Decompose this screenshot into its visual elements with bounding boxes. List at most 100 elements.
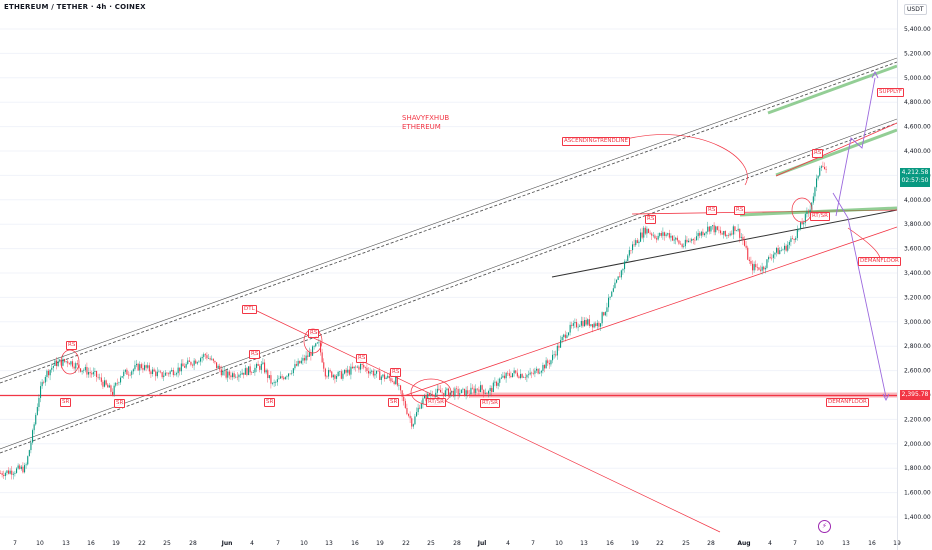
candle-body xyxy=(816,178,818,188)
dtl-label[interactable]: DTL xyxy=(242,305,257,314)
time-tick-label: 13 xyxy=(62,540,70,547)
sr-label-3[interactable]: SR xyxy=(264,398,276,407)
candle-body xyxy=(182,363,184,367)
candle-body xyxy=(657,235,659,240)
candle-body xyxy=(169,371,171,375)
candle-body xyxy=(200,358,202,362)
candle-body xyxy=(494,381,496,383)
rt-sr-label-1[interactable]: RT/SR xyxy=(426,398,446,407)
candle-body xyxy=(340,371,342,379)
candle-body xyxy=(345,369,347,373)
rs-label-7[interactable]: RS xyxy=(706,206,718,215)
demand-floor-upper-label[interactable]: DEMANFLOOR xyxy=(858,257,901,266)
rt-sr-label-2[interactable]: RT/SR xyxy=(480,399,500,408)
candle-body xyxy=(656,238,658,240)
sr-label-1[interactable]: SR xyxy=(60,398,72,407)
demand-zone xyxy=(470,392,897,398)
candle-body xyxy=(171,370,173,372)
candle-body xyxy=(625,260,627,262)
candle-body xyxy=(307,355,309,357)
candle-body xyxy=(323,362,325,369)
candle-body xyxy=(358,366,360,370)
tradingview-logo-icon[interactable]: ⚡ xyxy=(818,520,831,533)
candle-body xyxy=(6,470,8,473)
candle-body xyxy=(241,372,243,375)
sr-label-2[interactable]: SR xyxy=(114,399,126,408)
candle-body xyxy=(616,279,618,283)
candle-body xyxy=(473,388,475,393)
time-tick-label: 25 xyxy=(163,540,171,547)
price-tick-label: 1,600.00 xyxy=(904,490,931,497)
candle-body xyxy=(502,375,504,378)
candle-body xyxy=(212,358,214,361)
candle-body xyxy=(643,227,645,238)
candle-body xyxy=(259,365,261,370)
candle-body xyxy=(75,363,77,369)
supply-label[interactable]: SUPPLYF xyxy=(877,88,905,97)
candle-body xyxy=(568,332,570,336)
candle-body xyxy=(369,371,371,374)
candle-body xyxy=(412,424,414,427)
candle-body xyxy=(65,361,67,362)
candle-body xyxy=(92,371,94,375)
time-tick-label: 25 xyxy=(682,540,690,547)
candle-body xyxy=(217,365,219,368)
rs-label-4[interactable]: RS xyxy=(356,354,368,363)
time-tick-label: Jun xyxy=(221,540,233,547)
candle-body xyxy=(268,375,270,379)
candle-body xyxy=(396,376,398,386)
candle-body xyxy=(483,389,485,394)
candle-body xyxy=(72,361,74,367)
candle-body xyxy=(387,375,389,378)
rs-label-3[interactable]: RS xyxy=(308,329,320,338)
candle-body xyxy=(152,369,154,375)
candle-body xyxy=(432,394,434,396)
candle-body xyxy=(156,371,158,377)
sr-label-4[interactable]: SR xyxy=(388,398,400,407)
time-tick-label: 4 xyxy=(506,540,510,547)
rs-label-6[interactable]: RS xyxy=(645,215,657,224)
candle-body xyxy=(720,230,722,234)
rt-sr-label-3[interactable]: RT/SR xyxy=(810,212,830,221)
author-watermark: SHAVYFXHUB ETHEREUM xyxy=(402,114,449,132)
demand-floor-lower-label[interactable]: DEMANFLOOR xyxy=(826,398,869,407)
candle-body xyxy=(539,372,541,374)
price-tick-label: 4,400.00 xyxy=(904,148,931,155)
price-tick-label: 5,000.00 xyxy=(904,75,931,82)
candle-body xyxy=(150,371,152,375)
candle-body xyxy=(9,470,11,474)
rs-label-2[interactable]: RS xyxy=(249,350,261,359)
candle-body xyxy=(452,390,454,397)
rs-label-8[interactable]: RS xyxy=(734,206,746,215)
rs-label-1[interactable]: RS xyxy=(66,341,78,350)
ascending-trendline-label[interactable]: ASCENDINGTRENDLINE xyxy=(562,137,631,146)
candle-body xyxy=(742,236,744,241)
candle-body xyxy=(636,240,638,244)
rs-label-5[interactable]: RS xyxy=(390,368,402,377)
candle-body xyxy=(305,355,307,361)
candle-body xyxy=(363,364,365,368)
candle-body xyxy=(513,370,515,374)
candle-body xyxy=(787,244,789,251)
rising-wedge-line xyxy=(551,209,898,278)
candle-body xyxy=(788,241,790,245)
candle-body xyxy=(600,323,602,327)
candle-body xyxy=(793,238,795,240)
candle-body xyxy=(569,324,571,333)
time-tick-label: 16 xyxy=(606,540,614,547)
time-tick-label: 22 xyxy=(402,540,410,547)
candle-body xyxy=(246,368,248,376)
price-tick-label: 4,600.00 xyxy=(904,124,931,131)
candle-body xyxy=(420,403,422,409)
candle-body xyxy=(796,229,798,238)
rs-label-9[interactable]: RS xyxy=(812,149,824,158)
candle-body xyxy=(195,360,197,364)
currency-selector[interactable]: USDT xyxy=(904,4,927,15)
time-tick-label: 7 xyxy=(13,540,17,547)
time-tick-label: 13 xyxy=(842,540,850,547)
candle-body xyxy=(251,372,253,373)
candle-body xyxy=(752,263,754,271)
candle-body xyxy=(686,239,688,243)
chart-grid xyxy=(0,28,897,518)
